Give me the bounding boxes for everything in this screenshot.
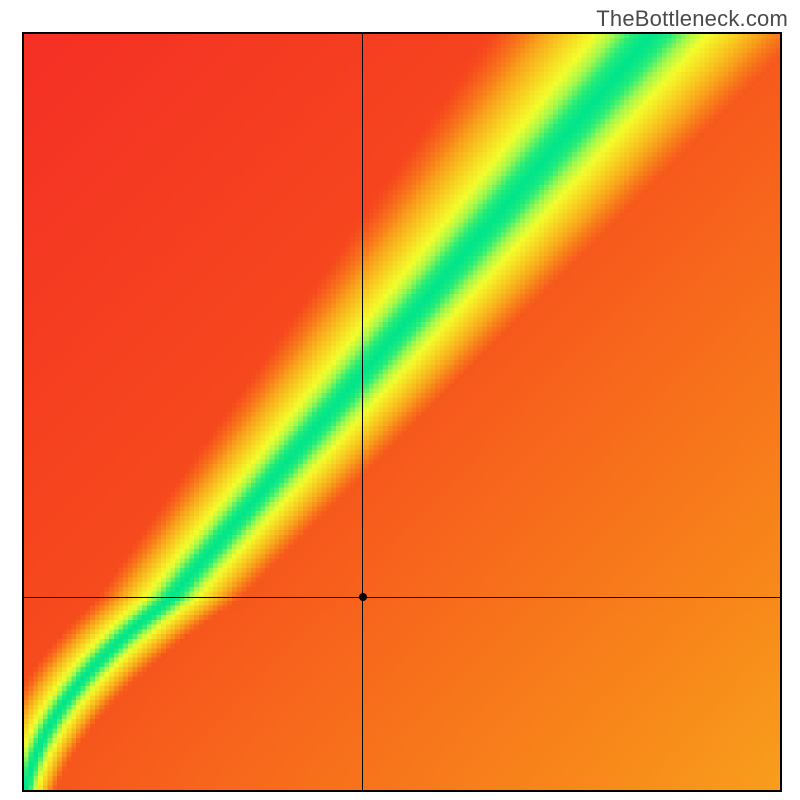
heatmap-canvas xyxy=(24,34,780,790)
root: TheBottleneck.com xyxy=(0,0,800,800)
crosshair-horizontal xyxy=(24,597,780,598)
watermark-text: TheBottleneck.com xyxy=(596,6,788,32)
crosshair-vertical xyxy=(362,34,363,790)
crosshair-marker xyxy=(359,593,367,601)
heatmap-plot xyxy=(22,32,782,792)
